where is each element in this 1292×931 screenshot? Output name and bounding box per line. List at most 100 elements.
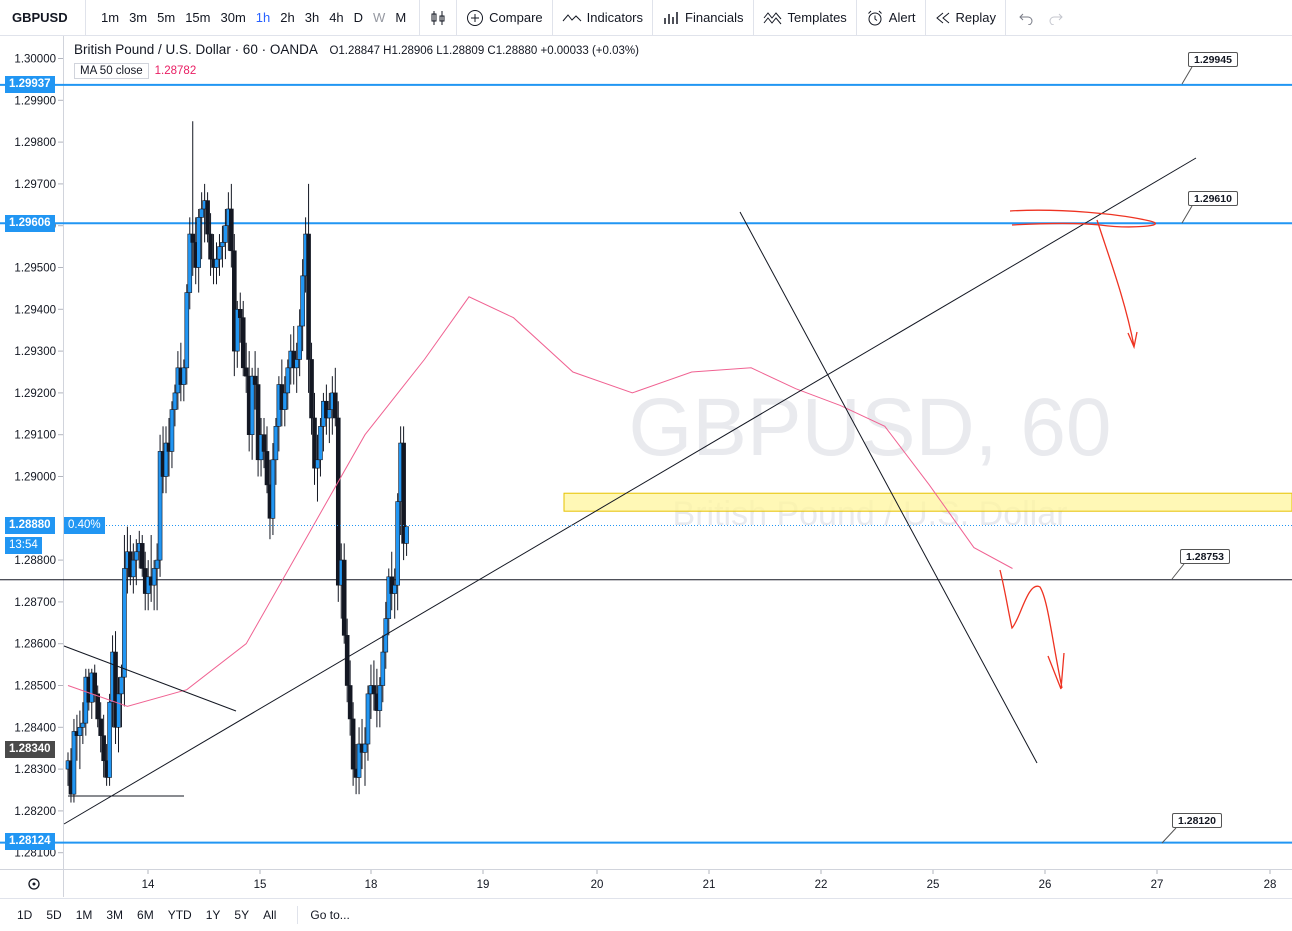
replay-button[interactable]: Replay [926,0,1006,36]
ma50-line[interactable] [67,296,1013,707]
trend-lines[interactable] [63,157,1197,825]
candle-up[interactable] [356,743,362,778]
interval-3h[interactable]: 3h [304,10,320,25]
candle-up[interactable] [297,325,302,360]
candle-up[interactable] [234,308,240,352]
compare-button[interactable]: Compare [457,0,553,36]
candle-up[interactable] [134,551,139,561]
candle-up[interactable] [327,409,332,419]
candle-up[interactable] [107,701,112,778]
candle-up[interactable] [404,526,409,544]
candle-down[interactable] [347,685,353,720]
candle-up[interactable] [392,584,398,594]
candle-up[interactable] [181,367,187,385]
candle-down[interactable] [371,685,377,695]
interval-5m[interactable]: 5m [157,10,176,25]
financials-button[interactable]: Financials [653,0,754,36]
candle-down[interactable] [252,375,258,385]
red-down-arrow-1[interactable] [1096,219,1138,350]
yellow-zone[interactable] [563,492,1292,512]
indicators-button[interactable]: Indicators [553,0,654,36]
candle-up[interactable] [273,426,279,461]
candle-down[interactable] [229,208,234,252]
candle-down[interactable] [232,250,237,352]
templates-button[interactable]: Templates [754,0,857,36]
candle-up[interactable] [380,651,386,686]
ma-label[interactable]: MA 50 close [74,63,149,79]
red-down-arrow-2[interactable] [999,569,1065,690]
candle-down[interactable] [401,442,406,544]
candle-up[interactable] [169,409,175,452]
line-label-1[interactable]: 1.29945 [1188,52,1238,67]
candle-down[interactable] [335,417,341,586]
candle-up[interactable] [172,392,178,410]
candle-up[interactable] [122,568,127,678]
candle-down[interactable] [264,451,270,486]
interval-3m[interactable]: 3m [129,10,148,25]
range-ytd[interactable]: YTD [167,908,192,922]
range-3m[interactable]: 3M [106,908,124,922]
candle-up[interactable] [154,559,160,569]
candle-down[interactable] [261,434,267,452]
candle-down[interactable] [255,384,261,461]
alert-button[interactable]: Alert [857,0,926,36]
falling-trend-line[interactable] [739,211,1038,764]
interval-w[interactable]: W [373,10,386,25]
price-axis[interactable] [0,36,63,869]
candle-up[interactable] [163,442,169,477]
chart-canvas[interactable]: 1.300001.299001.298001.297001.296001.295… [0,36,1292,898]
candle-up[interactable] [220,242,225,247]
interval-15m[interactable]: 15m [185,10,211,25]
line-label-4[interactable]: 1.28120 [1172,813,1222,828]
range-5y[interactable]: 5Y [234,908,250,922]
range-all[interactable]: All [263,908,277,922]
candle-down[interactable] [190,233,196,243]
candle-up[interactable] [386,576,392,619]
redo-icon[interactable] [1048,11,1064,25]
candle-down[interactable] [350,718,356,770]
candle-up[interactable] [377,685,383,711]
candle-down[interactable] [92,672,98,695]
candle-down[interactable] [332,392,338,419]
interval-30m[interactable]: 30m [220,10,246,25]
candle-up[interactable] [119,676,124,695]
candle-up[interactable] [131,559,136,578]
candle-up[interactable] [151,568,157,586]
range-1d[interactable]: 1D [17,908,33,922]
candle-down[interactable] [139,543,145,569]
candle-up[interactable] [199,208,204,218]
candle-down[interactable] [344,635,350,686]
candle-down[interactable] [205,200,210,235]
early-falling-line[interactable] [63,645,237,712]
chart-type-button[interactable] [420,0,458,36]
line-label-2[interactable]: 1.29610 [1188,191,1238,206]
range-1m[interactable]: 1M [75,908,93,922]
candle-down[interactable] [312,417,317,469]
interval-1h[interactable]: 1h [255,10,271,25]
candle-up[interactable] [249,375,255,435]
candle-up[interactable] [294,359,299,369]
candle-up[interactable] [196,217,201,268]
candle-down[interactable] [98,718,103,736]
candle-up[interactable] [223,225,228,243]
series-title[interactable]: British Pound / U.S. Dollar · 60 · OANDA [74,42,318,57]
interval-d[interactable]: D [353,10,364,25]
candle-up[interactable] [77,726,83,736]
candle-up[interactable] [365,693,371,745]
candle-up[interactable] [116,693,121,728]
candle-down[interactable] [237,308,243,318]
candle-up[interactable] [282,392,288,410]
range-5d[interactable]: 5D [46,908,62,922]
candle-up[interactable] [315,459,320,469]
goto-date-button[interactable]: Go to... [297,906,350,924]
candle-down[interactable] [95,693,100,720]
candle-up[interactable] [214,258,219,268]
interval-1m[interactable]: 1m [101,10,120,25]
candle-down[interactable] [306,233,311,360]
candle-up[interactable] [362,743,368,753]
red-annotations[interactable] [999,209,1157,690]
candle-up[interactable] [217,246,222,260]
candle-up[interactable] [318,426,323,461]
line-label-3[interactable]: 1.28753 [1180,549,1230,564]
candle-up[interactable] [300,275,305,327]
